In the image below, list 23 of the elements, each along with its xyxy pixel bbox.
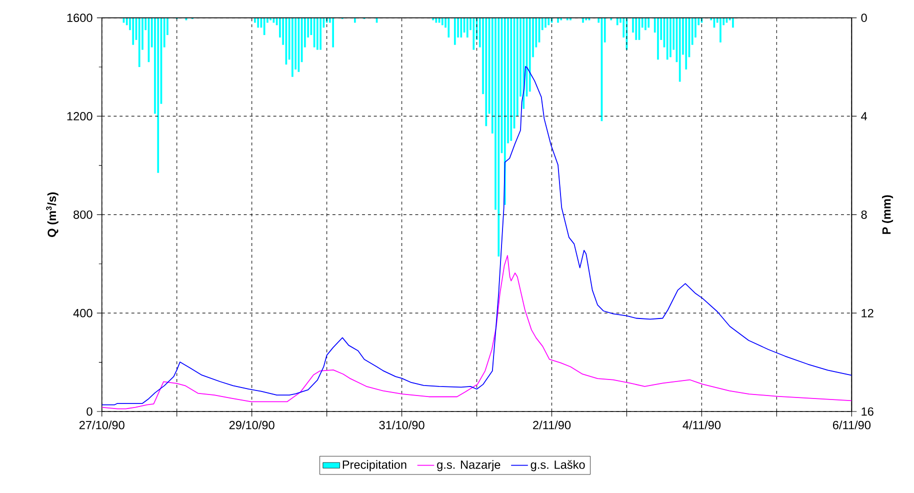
legend-label: g.s. Laško	[530, 460, 585, 472]
y-tick-label: 1200	[67, 112, 92, 121]
line-series	[102, 255, 852, 410]
x-tick-label: 2/11/90	[533, 420, 571, 430]
x-tick-label: 27/10/90	[79, 420, 124, 430]
x-tick-label: 6/11/90	[833, 420, 871, 430]
x-tick-label: 29/10/90	[229, 420, 274, 430]
legend-label: Precipitation	[342, 460, 406, 472]
x-tick-label: 4/11/90	[682, 420, 721, 430]
y2-axis-title: P (mm)	[882, 195, 894, 234]
y2-tick-label: 0	[861, 14, 867, 22]
y-axis-title: Q (m$^{3}$/s)	[46, 192, 58, 238]
y2-tick-label: 16	[862, 408, 874, 416]
legend-label: g.s. Nazarje	[437, 460, 500, 472]
x-tick-label: 31/10/90	[379, 420, 424, 430]
y2-tick-label: 4	[861, 112, 867, 120]
y2-tick-label: 12	[862, 309, 874, 318]
y2-tick-label: 8	[861, 210, 867, 220]
y-tick-label: 800	[74, 210, 92, 220]
y-tick-label: 1600	[67, 14, 92, 22]
y-tick-label: 0	[86, 408, 92, 416]
y-tick-label: 400	[73, 309, 92, 318]
line-series	[102, 66, 852, 406]
